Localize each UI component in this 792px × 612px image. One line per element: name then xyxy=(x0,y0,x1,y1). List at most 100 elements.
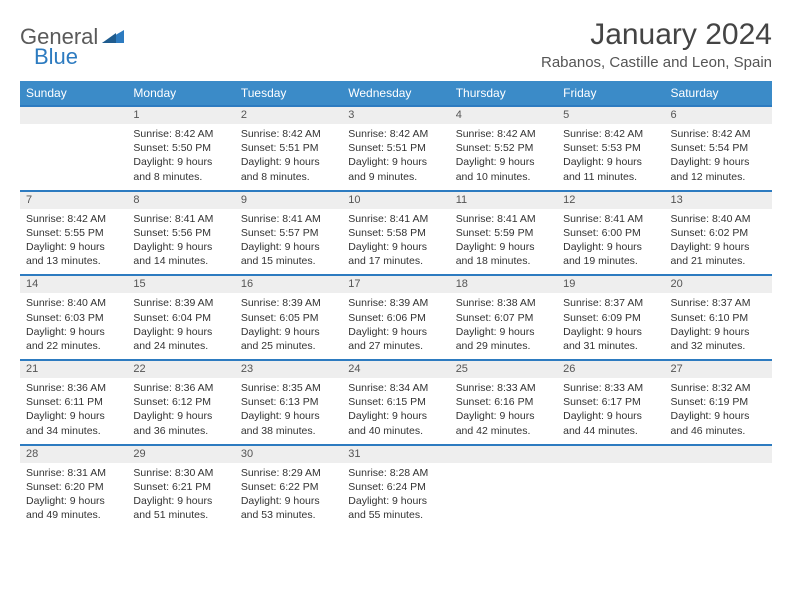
day-cell: Sunrise: 8:42 AMSunset: 5:52 PMDaylight:… xyxy=(450,124,557,191)
day-cell-line: Daylight: 9 hours and 29 minutes. xyxy=(456,325,551,353)
day-cell-line: Daylight: 9 hours and 8 minutes. xyxy=(241,155,336,183)
day-cell-line: Sunrise: 8:42 AM xyxy=(348,127,443,141)
day-cell-line: Sunset: 6:24 PM xyxy=(348,480,443,494)
day-cell-line: Daylight: 9 hours and 21 minutes. xyxy=(671,240,766,268)
day-cell-line: Daylight: 9 hours and 53 minutes. xyxy=(241,494,336,522)
weekday-header: Tuesday xyxy=(235,81,342,106)
day-cell-line: Sunrise: 8:41 AM xyxy=(563,212,658,226)
day-number-row: 21222324252627 xyxy=(20,360,772,378)
day-cell: Sunrise: 8:32 AMSunset: 6:19 PMDaylight:… xyxy=(665,378,772,445)
weekday-header-row: Sunday Monday Tuesday Wednesday Thursday… xyxy=(20,81,772,106)
day-cell-line: Sunrise: 8:31 AM xyxy=(26,466,121,480)
day-cell-line: Sunrise: 8:42 AM xyxy=(241,127,336,141)
day-cell-line: Daylight: 9 hours and 24 minutes. xyxy=(133,325,228,353)
day-number: 1 xyxy=(127,106,234,124)
day-number: 12 xyxy=(557,191,664,209)
day-number xyxy=(20,106,127,124)
day-cell-line: Sunrise: 8:42 AM xyxy=(133,127,228,141)
day-cell-line: Sunrise: 8:30 AM xyxy=(133,466,228,480)
day-cell-line: Daylight: 9 hours and 34 minutes. xyxy=(26,409,121,437)
day-cell: Sunrise: 8:39 AMSunset: 6:06 PMDaylight:… xyxy=(342,293,449,360)
day-cell: Sunrise: 8:29 AMSunset: 6:22 PMDaylight:… xyxy=(235,463,342,529)
month-title: January 2024 xyxy=(541,18,772,52)
day-cell-line: Daylight: 9 hours and 22 minutes. xyxy=(26,325,121,353)
weekday-header: Sunday xyxy=(20,81,127,106)
day-cell-line: Sunset: 6:05 PM xyxy=(241,311,336,325)
day-cell-line: Sunrise: 8:41 AM xyxy=(456,212,551,226)
day-cell xyxy=(20,124,127,191)
day-number: 18 xyxy=(450,275,557,293)
day-cell xyxy=(450,463,557,529)
day-cell: Sunrise: 8:42 AMSunset: 5:51 PMDaylight:… xyxy=(342,124,449,191)
day-cell-line: Sunrise: 8:42 AM xyxy=(26,212,121,226)
day-cell: Sunrise: 8:41 AMSunset: 5:58 PMDaylight:… xyxy=(342,209,449,276)
day-cell-line: Sunset: 5:51 PM xyxy=(348,141,443,155)
day-number: 19 xyxy=(557,275,664,293)
day-cell: Sunrise: 8:38 AMSunset: 6:07 PMDaylight:… xyxy=(450,293,557,360)
day-content-row: Sunrise: 8:36 AMSunset: 6:11 PMDaylight:… xyxy=(20,378,772,445)
day-number: 15 xyxy=(127,275,234,293)
day-cell-line: Sunrise: 8:33 AM xyxy=(456,381,551,395)
day-cell-line: Sunset: 6:00 PM xyxy=(563,226,658,240)
weekday-header: Friday xyxy=(557,81,664,106)
day-cell-line: Daylight: 9 hours and 9 minutes. xyxy=(348,155,443,183)
day-cell: Sunrise: 8:41 AMSunset: 5:57 PMDaylight:… xyxy=(235,209,342,276)
day-cell-line: Daylight: 9 hours and 10 minutes. xyxy=(456,155,551,183)
day-cell-line: Daylight: 9 hours and 32 minutes. xyxy=(671,325,766,353)
day-cell-line: Sunset: 6:16 PM xyxy=(456,395,551,409)
day-cell-line: Sunrise: 8:42 AM xyxy=(671,127,766,141)
day-cell-line: Sunrise: 8:36 AM xyxy=(26,381,121,395)
day-cell-line: Daylight: 9 hours and 36 minutes. xyxy=(133,409,228,437)
day-cell-line: Daylight: 9 hours and 55 minutes. xyxy=(348,494,443,522)
day-cell-line: Sunset: 6:13 PM xyxy=(241,395,336,409)
day-cell xyxy=(665,463,772,529)
day-cell-line: Sunset: 6:09 PM xyxy=(563,311,658,325)
day-content-row: Sunrise: 8:42 AMSunset: 5:55 PM Daylight:… xyxy=(20,209,772,276)
day-cell-line: Sunrise: 8:41 AM xyxy=(348,212,443,226)
day-number: 3 xyxy=(342,106,449,124)
day-cell-line: Daylight: 9 hours and 14 minutes. xyxy=(133,240,228,268)
day-number xyxy=(450,445,557,463)
day-cell: Sunrise: 8:42 AMSunset: 5:53 PMDaylight:… xyxy=(557,124,664,191)
day-cell-line: Sunset: 6:03 PM xyxy=(26,311,121,325)
day-cell-line: Daylight: 9 hours and 8 minutes. xyxy=(133,155,228,183)
day-cell-line: Sunset: 5:56 PM xyxy=(133,226,228,240)
day-number: 9 xyxy=(235,191,342,209)
day-number: 10 xyxy=(342,191,449,209)
day-cell: Sunrise: 8:40 AMSunset: 6:02 PMDaylight:… xyxy=(665,209,772,276)
day-cell-line: Daylight: 9 hours and 18 minutes. xyxy=(456,240,551,268)
day-cell: Sunrise: 8:30 AMSunset: 6:21 PMDaylight:… xyxy=(127,463,234,529)
day-number: 14 xyxy=(20,275,127,293)
day-cell-line: Sunset: 6:07 PM xyxy=(456,311,551,325)
day-number: 23 xyxy=(235,360,342,378)
day-cell-line: Sunrise: 8:36 AM xyxy=(133,381,228,395)
day-cell: Sunrise: 8:34 AMSunset: 6:15 PMDaylight:… xyxy=(342,378,449,445)
header: General January 2024 Rabanos, Castille a… xyxy=(20,18,772,71)
day-cell-line: Sunrise: 8:40 AM xyxy=(671,212,766,226)
day-cell-line: Sunset: 5:55 PM xyxy=(26,226,121,240)
day-number: 26 xyxy=(557,360,664,378)
day-cell-line: Sunset: 6:19 PM xyxy=(671,395,766,409)
day-number: 16 xyxy=(235,275,342,293)
day-number: 28 xyxy=(20,445,127,463)
day-content-row: Sunrise: 8:40 AMSunset: 6:03 PMDaylight:… xyxy=(20,293,772,360)
day-number: 13 xyxy=(665,191,772,209)
day-number xyxy=(557,445,664,463)
day-cell: Sunrise: 8:35 AMSunset: 6:13 PMDaylight:… xyxy=(235,378,342,445)
logo-triangle-icon xyxy=(102,27,124,48)
day-cell-line: Sunset: 6:20 PM xyxy=(26,480,121,494)
day-number: 22 xyxy=(127,360,234,378)
day-number xyxy=(665,445,772,463)
day-cell-line: Sunset: 5:52 PM xyxy=(456,141,551,155)
day-cell-line: Sunrise: 8:32 AM xyxy=(671,381,766,395)
day-cell-line: Sunset: 5:58 PM xyxy=(348,226,443,240)
day-cell-line: Sunrise: 8:34 AM xyxy=(348,381,443,395)
day-cell-line: Sunrise: 8:42 AM xyxy=(563,127,658,141)
day-cell-line: Daylight: 9 hours and 44 minutes. xyxy=(563,409,658,437)
day-cell-line: Sunset: 6:17 PM xyxy=(563,395,658,409)
weekday-header: Monday xyxy=(127,81,234,106)
day-cell-line: Sunrise: 8:39 AM xyxy=(241,296,336,310)
logo-text-blue: Blue xyxy=(34,44,78,70)
day-cell-line: Sunset: 6:22 PM xyxy=(241,480,336,494)
day-number: 11 xyxy=(450,191,557,209)
